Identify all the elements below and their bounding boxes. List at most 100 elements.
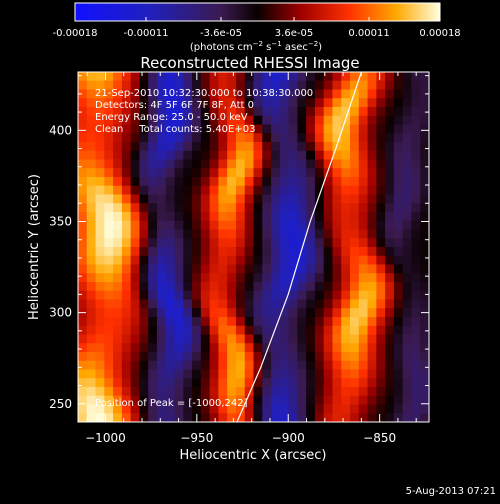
heatmap-cell [262, 168, 272, 178]
heatmap-cell [402, 142, 413, 152]
heatmap-cell [244, 177, 255, 187]
heatmap-cell [156, 159, 167, 169]
heatmap-cell [306, 352, 316, 362]
heatmap-cell [393, 317, 404, 327]
heatmap-cell [341, 133, 351, 143]
heatmap-cell [253, 203, 263, 213]
heatmap-cell [350, 282, 360, 292]
heatmap-cell [341, 343, 351, 353]
heatmap-cell [341, 107, 351, 117]
heatmap-cell [402, 89, 413, 99]
heatmap-cell [306, 413, 316, 422]
heatmap-cell [262, 378, 272, 388]
heatmap-cell [148, 212, 158, 222]
heatmap-cell [385, 194, 395, 204]
heatmap-cell [314, 89, 325, 99]
heatmap-cell [376, 404, 386, 414]
heatmap-cell [279, 107, 290, 117]
heatmap-cell [323, 229, 334, 239]
heatmap-cell [323, 133, 334, 143]
heatmap-cell [323, 212, 334, 222]
heatmap-cell [200, 142, 211, 152]
heatmap-cell [86, 115, 97, 126]
heatmap-cell [376, 212, 386, 222]
heatmap-cell [288, 308, 298, 318]
heatmap-cell [218, 317, 228, 327]
heatmap-cell [95, 395, 105, 406]
heatmap-cell [192, 352, 202, 362]
heatmap-cell [262, 255, 272, 266]
heatmap-cell [341, 98, 351, 108]
heatmap-cell [393, 387, 404, 397]
heatmap-cell [288, 80, 298, 91]
heatmap-cell [279, 142, 290, 152]
heatmap-cell [104, 264, 114, 274]
heatmap-cell [279, 194, 290, 204]
heatmap-cell [297, 273, 307, 283]
heatmap-cell [121, 203, 132, 213]
heatmap-cell [174, 378, 184, 388]
heatmap-cell [86, 194, 97, 204]
heatmap-cell [227, 159, 237, 169]
heatmap-cell [174, 290, 184, 301]
heatmap-cell [411, 150, 421, 161]
heatmap-cell [253, 238, 263, 248]
heatmap-cell [95, 168, 105, 178]
heatmap-cell [156, 299, 167, 309]
heatmap-cell [95, 255, 105, 266]
heatmap-cell [130, 264, 141, 274]
heatmap-cell [218, 413, 228, 422]
heatmap-cell [253, 404, 263, 414]
heatmap-cell [385, 89, 395, 99]
heatmap-cell [411, 212, 421, 222]
heatmap-cell [139, 72, 149, 82]
heatmap-cell [420, 413, 429, 422]
heatmap-cell [200, 247, 211, 257]
heatmap-cell [95, 220, 105, 231]
heatmap-cell [393, 194, 404, 204]
heatmap-cell [121, 142, 132, 152]
heatmap-cell [86, 334, 97, 344]
heatmap-cell [174, 343, 184, 353]
heatmap-cell [95, 360, 105, 371]
heatmap-cell [95, 185, 105, 196]
heatmap-cell [341, 72, 351, 82]
heatmap-cell [306, 290, 316, 301]
heatmap-cell [367, 334, 377, 344]
heatmap-cell [86, 255, 97, 266]
heatmap-cell [165, 387, 176, 397]
heatmap-cell [121, 89, 132, 99]
heatmap-cell [174, 159, 184, 169]
heatmap-cell [174, 334, 184, 344]
heatmap-cell [165, 317, 176, 327]
heatmap-cell [288, 247, 298, 257]
heatmap-cell [323, 413, 334, 422]
heatmap-cell [130, 177, 141, 187]
heatmap-cell [244, 89, 255, 99]
heatmap-cell [218, 369, 228, 379]
heatmap-cell [393, 115, 404, 126]
heatmap-cell [95, 404, 105, 414]
heatmap-cell [314, 159, 325, 169]
heatmap-cell [350, 387, 360, 397]
heatmap-cell [402, 299, 413, 309]
heatmap-cell [183, 369, 193, 379]
heatmap-cell [297, 72, 307, 82]
heatmap-cell [341, 124, 351, 134]
heatmap-cell [148, 229, 158, 239]
heatmap-cell [411, 352, 421, 362]
heatmap-cell [314, 124, 325, 134]
heatmap-cell [314, 150, 325, 161]
heatmap-cell [183, 413, 193, 422]
heatmap-cell [209, 185, 220, 196]
heatmap-cell [244, 299, 255, 309]
heatmap-cell [367, 150, 377, 161]
heatmap-cell [314, 212, 325, 222]
heatmap-cell [358, 282, 369, 292]
heatmap-cell [139, 369, 149, 379]
heatmap-cell [156, 369, 167, 379]
heatmap-cell [323, 334, 334, 344]
heatmap-cell [148, 369, 158, 379]
heatmap-cell [121, 80, 132, 91]
